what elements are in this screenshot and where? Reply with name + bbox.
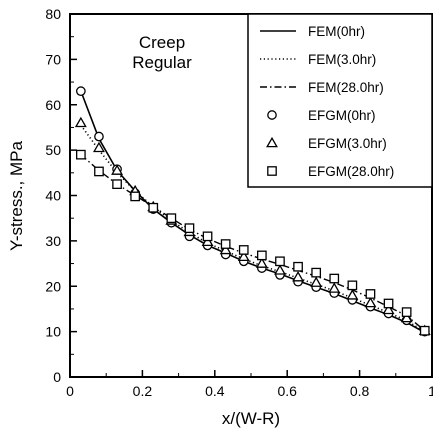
x-tick-label: 0.2 [133,383,153,399]
y-tick-label: 20 [45,278,61,294]
triangle-marker [346,289,359,300]
triangle-marker [310,276,323,287]
square-marker [238,245,249,255]
x-tick-label: 0 [66,383,74,399]
square-marker [275,256,285,267]
y-tick-label: 10 [45,324,61,340]
legend-box [247,13,433,188]
y-tick-label: 60 [45,97,61,113]
triangle-marker [266,136,278,148]
x-tick-label: 0.8 [350,383,370,399]
series-layer [74,86,431,337]
y-axis-title: Y-stress., MPa [7,141,26,251]
square-marker [184,223,195,234]
square-marker [401,307,412,317]
annotation-line: Regular [132,53,192,72]
square-marker [257,250,267,261]
square-marker [220,239,231,249]
triangle-marker [292,271,305,282]
square-marker [365,289,376,299]
square-marker [293,261,303,272]
triangle-marker [274,264,286,275]
annotation-line: Creep [139,33,185,52]
triangle-marker [111,164,124,175]
triangle-marker [93,141,105,153]
square-marker [329,273,340,284]
x-tick-label: 1 [428,383,433,399]
legend-label: EFGM(0hr) [308,108,376,123]
triangle-marker [328,282,341,293]
triangle-marker [74,116,87,128]
square-marker [419,325,430,336]
y-tick-label: 70 [45,51,61,67]
triangle-marker [382,303,395,315]
square-marker [94,166,104,177]
y-tick-label: 40 [45,188,61,204]
x-tick-label: 0.4 [205,383,225,399]
triangle-marker [400,311,413,323]
circle-marker [76,86,86,96]
legend: FEM(0hr) FEM(3.0hr) FEM(28.0hr) EFGM(0hr) EF… [247,13,433,188]
legend-label: FEM(3.0hr) [308,52,376,67]
y-tick-label: 0 [53,369,61,385]
legend-label: FEM(0hr) [308,24,365,39]
square-marker [148,202,159,213]
triangle-marker [237,250,250,262]
square-marker [347,280,358,291]
circle-marker [94,131,104,142]
circle-marker [267,110,277,120]
legend-label: FEM(28.0hr) [308,80,384,95]
x-tick-label: 0.6 [277,383,297,399]
y-tick-label: 30 [45,233,61,249]
square-marker [76,149,86,160]
y-tick-label: 50 [45,142,61,158]
square-marker [383,298,394,309]
triangle-marker [255,257,268,268]
square-marker [202,231,213,242]
square-marker [130,191,141,202]
x-axis-title: x/(W-R) [222,409,280,428]
legend-label: EFGM(28.0hr) [308,164,394,179]
square-marker [311,267,322,278]
square-marker [267,166,277,176]
legend-label: EFGM(3.0hr) [308,136,387,151]
square-marker [166,213,177,224]
y-tick-label: 80 [45,6,61,22]
triangle-marker [364,296,377,308]
square-marker [112,179,122,190]
triangle-marker [219,243,232,255]
